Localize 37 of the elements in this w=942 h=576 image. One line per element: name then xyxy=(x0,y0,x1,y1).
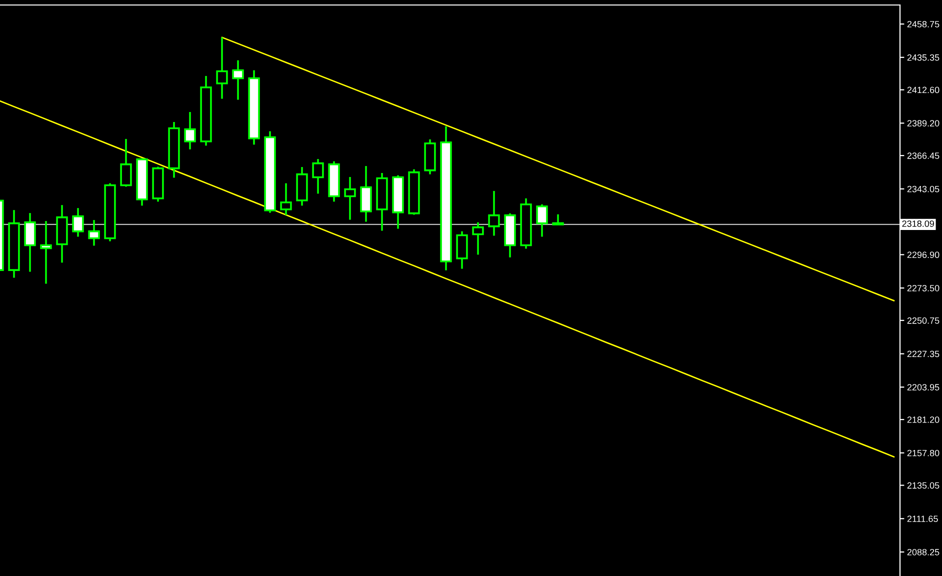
candlestick xyxy=(24,212,36,273)
candlestick xyxy=(488,190,500,237)
candlestick xyxy=(40,220,52,285)
y-tick-label: 2435.35 xyxy=(907,54,940,61)
candlestick xyxy=(216,36,228,100)
y-tick-label: 2458.75 xyxy=(907,20,940,28)
ref-line-label: 2318.09 xyxy=(902,220,934,227)
candlestick xyxy=(88,219,100,247)
y-tick-label: 2412.60 xyxy=(907,86,940,94)
candlestick xyxy=(8,209,20,279)
candlestick xyxy=(280,182,292,216)
line-series xyxy=(0,100,895,458)
candlestick xyxy=(360,165,372,223)
candlestick xyxy=(312,158,324,195)
candlestick xyxy=(168,121,180,179)
candlestick xyxy=(184,111,196,150)
y-tick-label: 2157.80 xyxy=(907,450,940,456)
candlestick xyxy=(56,204,68,264)
candlestick xyxy=(376,172,388,232)
candlestick xyxy=(264,130,276,214)
y-tick-label: 2250.75 xyxy=(907,317,940,324)
y-tick-label: 2181.20 xyxy=(907,416,940,423)
candlestick xyxy=(72,207,84,238)
y-tick-label: 2203.95 xyxy=(907,384,940,390)
y-tick-label: 2135.05 xyxy=(907,482,940,489)
y-tick-label: 2343.05 xyxy=(907,186,940,192)
y-tick-label: 2366.45 xyxy=(907,152,940,159)
y-tick-label: 2273.50 xyxy=(907,284,940,292)
candlestick xyxy=(344,176,356,221)
y-tick-label: 2088.25 xyxy=(907,548,940,556)
candlestick xyxy=(232,59,244,101)
y-tick-label: 2227.35 xyxy=(907,350,940,358)
y-tick-label: 2389.20 xyxy=(907,120,940,126)
y-tick-label: 2111.65 xyxy=(907,516,938,522)
y-tick-label: 2296.90 xyxy=(907,252,940,258)
candlestick xyxy=(440,125,452,272)
line-series xyxy=(221,36,895,302)
